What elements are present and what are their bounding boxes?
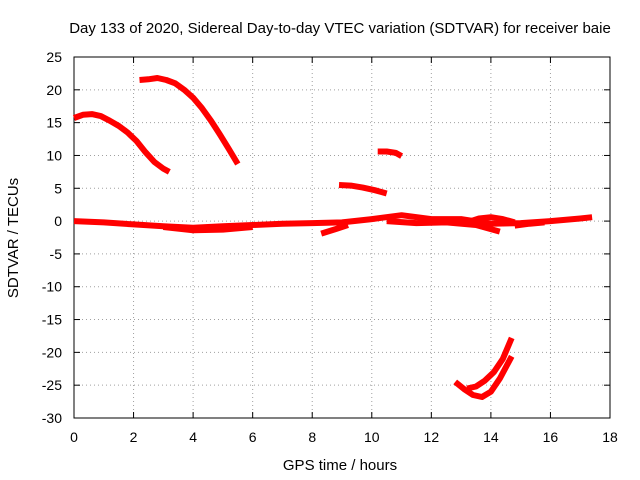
series-arc-6	[162, 224, 253, 234]
series-arc-7	[320, 222, 349, 237]
y-tick-label: 5	[54, 180, 62, 196]
series-arc-1	[72, 111, 171, 175]
data-series	[72, 75, 593, 400]
x-tick-label: 14	[483, 429, 499, 445]
y-tick-label: 0	[54, 213, 62, 229]
chart-title: Day 133 of 2020, Sidereal Day-to-day VTE…	[69, 20, 611, 37]
series-arc-2	[139, 75, 241, 166]
grid	[74, 57, 610, 418]
series-arc-12	[466, 336, 515, 392]
series-arc-8	[386, 218, 501, 235]
series-arc-11	[453, 354, 515, 400]
y-tick-label: 25	[46, 49, 62, 65]
y-tick-label: -10	[42, 279, 62, 295]
x-tick-label: 8	[308, 429, 316, 445]
y-tick-label: 15	[46, 115, 62, 131]
y-tick-label: -20	[42, 344, 62, 360]
x-tick-label: 16	[543, 429, 559, 445]
y-tick-label: -25	[42, 377, 62, 393]
x-tick-label: 2	[130, 429, 138, 445]
y-tick-label: 10	[46, 147, 62, 163]
series-arc-10	[514, 219, 545, 229]
x-tick-label: 18	[602, 429, 618, 445]
x-tick-label: 6	[249, 429, 257, 445]
axis-ticks: 0 2 4 6 8 10 12 14 16 18 -30 -25 -20 -15 -10 -5 0 5 10 15 20…	[42, 49, 618, 445]
series-arc-9	[466, 214, 516, 226]
y-tick-label: 20	[46, 82, 62, 98]
series-arc-4	[377, 148, 404, 159]
x-tick-label: 0	[70, 429, 78, 445]
x-tick-label: 4	[189, 429, 197, 445]
series-arc-3	[338, 182, 388, 197]
x-tick-label: 12	[424, 429, 440, 445]
x-tick-label: 10	[364, 429, 380, 445]
y-tick-label: -30	[42, 410, 62, 426]
y-tick-label: -5	[50, 246, 63, 262]
y-axis-title: SDTVAR / TECUs	[5, 178, 22, 298]
y-tick-label: -15	[42, 312, 62, 328]
plot-frame	[73, 56, 611, 419]
x-axis-title: GPS time / hours	[283, 457, 397, 474]
